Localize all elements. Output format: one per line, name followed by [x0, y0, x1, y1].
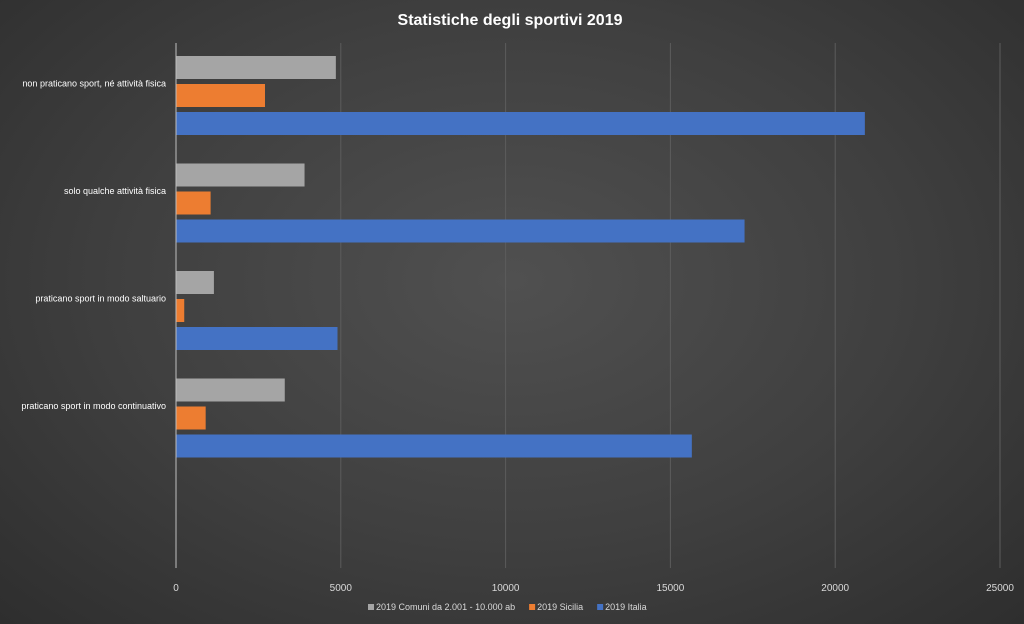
bar	[176, 271, 214, 294]
category-label: praticano sport in modo continuativo	[21, 401, 166, 411]
legend-label: 2019 Comuni da 2.001 - 10.000 ab	[376, 602, 515, 612]
bar	[176, 434, 692, 458]
bar	[176, 378, 285, 402]
bar	[176, 84, 265, 107]
category-label: solo qualche attività fisica	[64, 186, 166, 196]
bar	[176, 191, 211, 215]
legend: 2019 Comuni da 2.001 - 10.000 ab 2019 Sic…	[368, 602, 647, 612]
legend-label: 2019 Sicilia	[537, 602, 583, 612]
x-tick-label: 5000	[330, 583, 353, 594]
bar	[176, 299, 185, 322]
legend-swatch	[597, 604, 604, 610]
x-tick-label: 10000	[492, 583, 520, 594]
bar	[176, 163, 305, 187]
legend-label: 2019 Italia	[605, 602, 647, 612]
bar	[176, 56, 336, 79]
x-tick-label: 15000	[656, 583, 684, 594]
axes: 0 5000 10000 15000 20000 25000 non praticano s…	[21, 43, 1014, 594]
x-tick-label: 25000	[986, 583, 1014, 594]
x-tick-label: 0	[173, 583, 179, 594]
bar	[176, 327, 338, 350]
chart-title: Statistiche degli sportivi 2019	[398, 12, 623, 29]
category-label: praticano sport in modo saltuario	[35, 294, 166, 304]
bar	[176, 406, 206, 430]
category-label: non praticano sport, né attività fisica	[22, 79, 166, 89]
legend-swatch	[529, 604, 536, 610]
bar	[176, 219, 745, 243]
bars	[176, 56, 865, 458]
legend-swatch	[368, 604, 374, 610]
x-tick-label: 20000	[821, 583, 849, 594]
bar	[176, 112, 865, 135]
